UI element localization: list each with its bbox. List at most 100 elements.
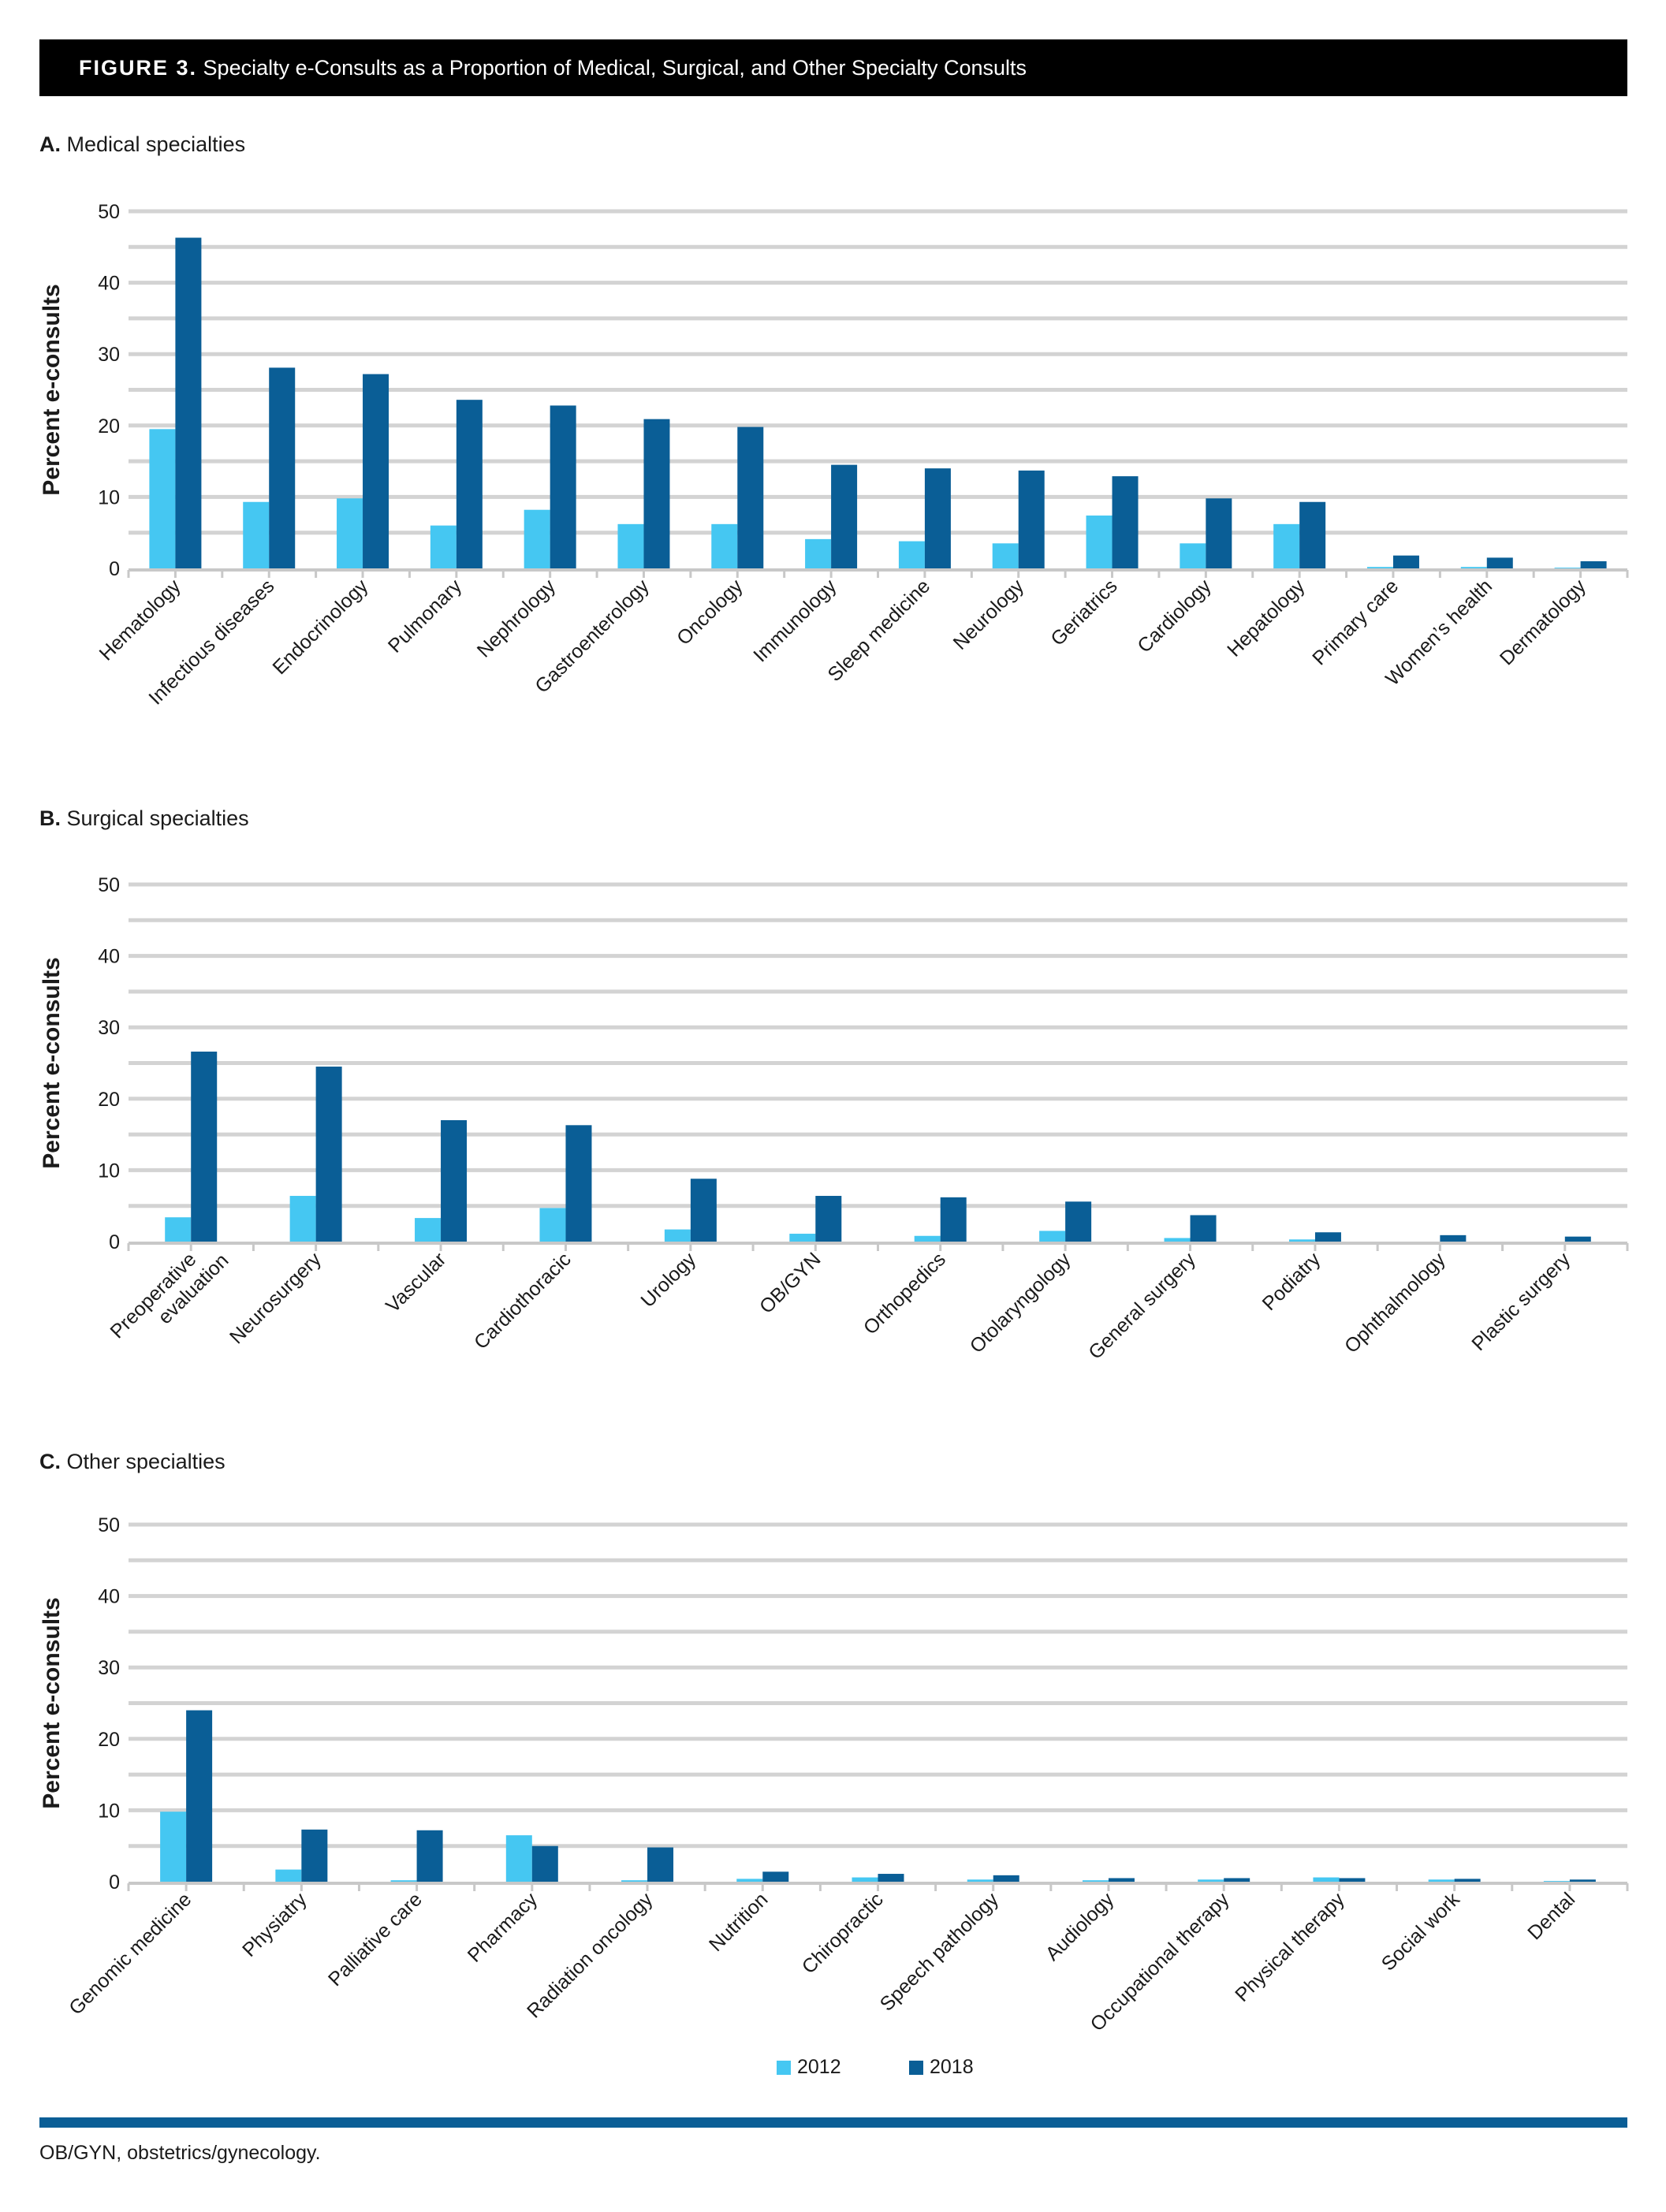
bottom-rule xyxy=(39,2117,1627,2128)
bar-2012-physical-therapy xyxy=(1313,1877,1340,1882)
bar-2012-nutrition xyxy=(736,1879,763,1882)
bar-2018-nutrition xyxy=(762,1871,789,1882)
bar-2018-endocrinology xyxy=(363,374,389,568)
bar-2012-sleep-medicine xyxy=(898,541,925,568)
bar-2018-oncology xyxy=(737,426,764,568)
x-tick-label-chiropractic: Chiropractic xyxy=(798,1888,888,1978)
bar-2012-podiatry xyxy=(1288,1239,1315,1242)
bar-2012-neurosurgery xyxy=(289,1196,316,1242)
bar-2018-palliative-care xyxy=(416,1830,443,1882)
panel-c-letter: C. xyxy=(39,1450,61,1473)
bar-2018-urology xyxy=(690,1179,717,1242)
x-tick-label-nephrology: Nephrology xyxy=(473,575,561,662)
x-tick-label-neurology: Neurology xyxy=(949,575,1029,654)
bar-2018-women-s-health xyxy=(1486,557,1513,568)
bar-2012-hematology xyxy=(149,429,176,568)
bar-2018-neurosurgery xyxy=(315,1067,342,1242)
y-tick-label: 20 xyxy=(98,1729,120,1751)
bar-2012-audiology xyxy=(1082,1880,1109,1882)
bar-2018-geriatrics xyxy=(1112,476,1139,568)
x-tick-label-immunology: Immunology xyxy=(749,575,840,666)
bar-2018-chiropractic xyxy=(878,1874,904,1882)
panel-b-letter: B. xyxy=(39,806,61,830)
bar-2018-orthopedics xyxy=(940,1197,967,1242)
x-tick-label-general-surgery: General surgery xyxy=(1084,1248,1200,1364)
bar-2018-audiology xyxy=(1108,1878,1135,1882)
x-tick-label-hepatology: Hepatology xyxy=(1223,575,1310,661)
x-tick-label-dental: Dental xyxy=(1523,1888,1579,1944)
bar-2018-pharmacy xyxy=(531,1845,558,1882)
bar-2012-cardiothoracic xyxy=(539,1208,566,1242)
bar-2018-physical-therapy xyxy=(1339,1878,1366,1882)
panel-a-letter: A. xyxy=(39,132,61,156)
bar-2018-speech-pathology xyxy=(993,1875,1019,1882)
bar-2018-primary-care xyxy=(1392,555,1419,568)
medical-specialties-chart: 0 10 20 30 40 50 Percent e-consults Hematology I… xyxy=(39,201,1629,709)
panel-a-name: Medical specialties xyxy=(66,132,246,156)
y-tick-label: 30 xyxy=(98,1017,120,1039)
x-tick-label-physical-therapy: Physical therapy xyxy=(1231,1888,1349,2006)
bar-2018-dental xyxy=(1569,1879,1596,1882)
figure-title: Specialty e-Consults as a Proportion of … xyxy=(203,56,1027,80)
bar-2018-ob-gyn xyxy=(815,1196,842,1242)
y-tick-label: 50 xyxy=(98,201,120,223)
x-tick-label-audiology: Audiology xyxy=(1042,1888,1119,1965)
bar-2018-nephrology xyxy=(550,405,576,568)
panel-b-name: Surgical specialties xyxy=(66,806,249,830)
bar-2018-gastroenterology xyxy=(643,419,670,568)
bar-2012-social-work xyxy=(1428,1879,1455,1882)
panel-b-title: B. Surgical specialties xyxy=(39,806,249,831)
y-tick-label: 40 xyxy=(98,273,120,295)
bar-2018-general-surgery xyxy=(1190,1215,1217,1242)
y-tick-label: 20 xyxy=(98,415,120,438)
x-tick-label-endocrinology: Endocrinology xyxy=(268,575,372,679)
bar-2012-pulmonary xyxy=(430,525,457,568)
y-tick-label: 0 xyxy=(109,1871,120,1894)
bar-2012-genomic-medicine xyxy=(160,1812,187,1882)
bar-2012-preoperative-evaluation xyxy=(165,1217,192,1242)
x-tick-label-primary-care: Primary care xyxy=(1308,575,1403,669)
x-tick-label-ob-gyn: OB/GYN xyxy=(755,1248,826,1318)
x-tick-label-physiatry: Physiatry xyxy=(238,1888,311,1961)
panel-c-title: C. Other specialties xyxy=(39,1450,225,1474)
x-tick-label-sleep-medicine: Sleep medicine xyxy=(823,575,934,686)
bar-2012-hepatology xyxy=(1273,523,1300,568)
y-tick-label: 30 xyxy=(98,1657,120,1679)
bar-2012-physiatry xyxy=(275,1869,302,1882)
legend-item-2018: 2018 xyxy=(909,2056,974,2079)
bar-2012-speech-pathology xyxy=(967,1879,993,1882)
bar-2018-plastic-surgery xyxy=(1564,1236,1591,1242)
bar-2018-neurology xyxy=(1018,470,1045,568)
x-tick-label-radiation-oncology: Radiation oncology xyxy=(523,1888,658,2023)
legend-item-2012: 2012 xyxy=(777,2056,841,2079)
bar-2018-cardiology xyxy=(1206,498,1232,568)
bar-2012-radiation-oncology xyxy=(621,1880,648,1882)
bar-2018-occupational-therapy xyxy=(1224,1878,1250,1882)
y-tick-label: 40 xyxy=(98,1586,120,1608)
bar-2018-vascular xyxy=(441,1119,468,1242)
x-tick-label-palliative-care: Palliative care xyxy=(324,1888,427,1990)
y-tick-label: 10 xyxy=(98,1160,120,1182)
bar-2012-primary-care xyxy=(1366,567,1393,568)
x-tick-label-genomic-medicine: Genomic medicine xyxy=(65,1888,196,2019)
x-tick-label-nutrition: Nutrition xyxy=(705,1888,773,1956)
bar-2018-hematology xyxy=(175,237,202,568)
bar-2012-otolaryngology xyxy=(1039,1231,1066,1242)
x-tick-label-vascular: Vascular xyxy=(382,1248,450,1316)
x-tick-label-hematology: Hematology xyxy=(95,575,185,665)
bar-2018-sleep-medicine xyxy=(924,468,951,568)
x-tick-label-orthopedics: Orthopedics xyxy=(859,1248,950,1339)
x-tick-label-neurosurgery: Neurosurgery xyxy=(225,1248,326,1348)
x-tick-label-plastic-surgery: Plastic surgery xyxy=(1467,1248,1575,1355)
bar-2012-endocrinology xyxy=(337,498,363,568)
y-tick-label: 20 xyxy=(98,1089,120,1111)
bar-2018-cardiothoracic xyxy=(565,1125,592,1242)
x-tick-label-otolaryngology: Otolaryngology xyxy=(966,1248,1075,1357)
bar-2012-nephrology xyxy=(524,509,550,568)
figure-header: FIGURE 3. Specialty e-Consults as a Prop… xyxy=(39,39,1627,96)
x-tick-label-cardiology: Cardiology xyxy=(1133,575,1216,657)
bar-2012-dental xyxy=(1543,1881,1570,1882)
y-tick-label: 30 xyxy=(98,344,120,366)
bar-2012-immunology xyxy=(805,538,832,568)
x-tick-label-oncology: Oncology xyxy=(673,575,747,650)
